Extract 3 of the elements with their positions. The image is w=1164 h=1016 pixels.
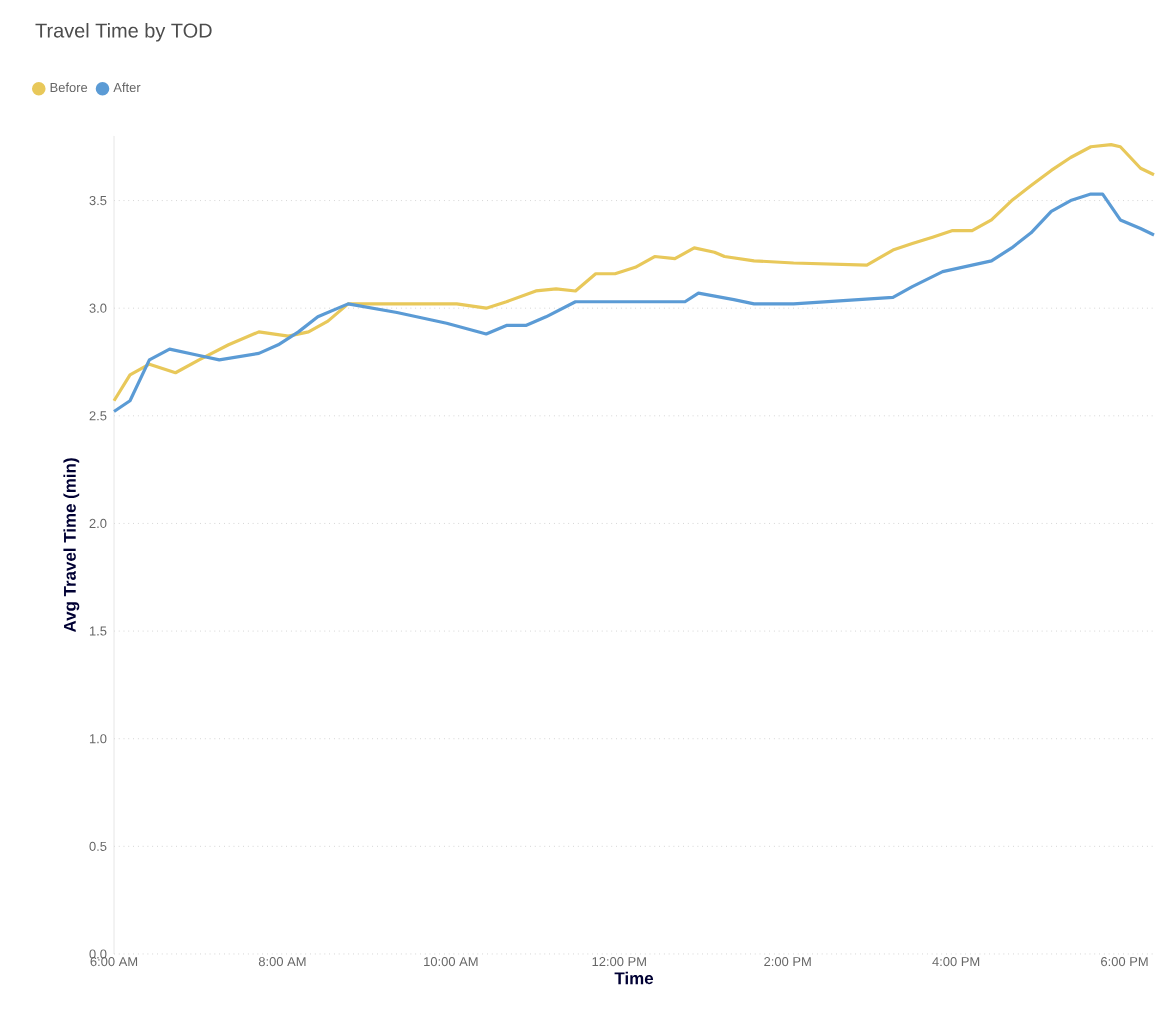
- y-axis-title: Avg Travel Time (min): [63, 458, 80, 633]
- chart-title: Travel Time by TOD: [35, 23, 212, 42]
- x-axis-title: Time: [614, 971, 654, 985]
